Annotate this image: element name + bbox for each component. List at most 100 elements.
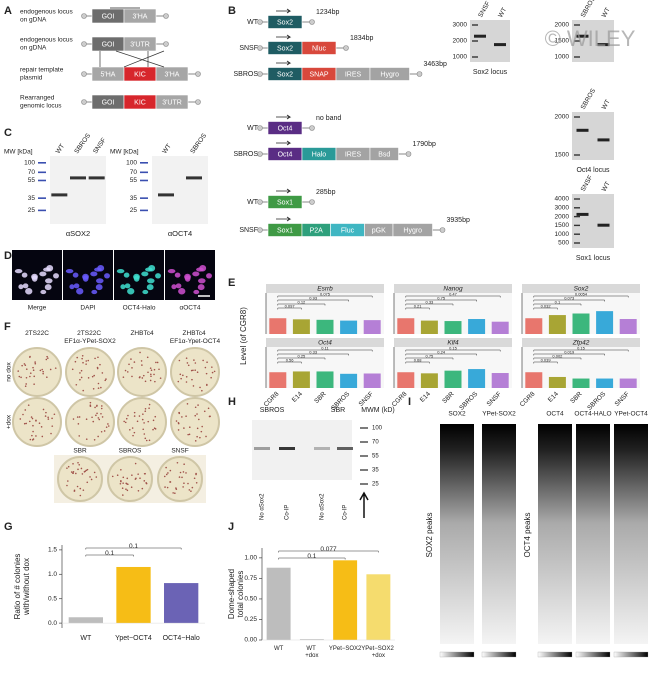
colony: [85, 469, 88, 472]
colony: [194, 440, 197, 442]
colony: [49, 368, 52, 371]
ladder-label: 35: [130, 195, 138, 202]
gel-caption: Sox1 locus: [576, 255, 611, 262]
colony: [210, 376, 212, 379]
colony: [44, 415, 47, 417]
construct-part: [392, 223, 433, 237]
column-header: 2TS22C EF1α-YPet-SOX2: [64, 330, 116, 345]
colony: [141, 487, 144, 490]
nucleus: [192, 271, 200, 277]
colony: [166, 486, 169, 489]
blot-band: [314, 447, 330, 450]
colony: [194, 406, 197, 409]
part-label: Sox2: [277, 71, 293, 78]
blot-band: [70, 176, 86, 180]
nucleus: [146, 284, 154, 291]
lane-label: WT: [601, 181, 612, 193]
colony: [79, 487, 82, 490]
bar: [525, 318, 543, 334]
colony: [122, 482, 124, 484]
colony: [196, 435, 198, 438]
ladder-band: [574, 116, 580, 118]
colony: [89, 401, 92, 404]
colony: [150, 375, 152, 378]
bar: [266, 567, 291, 640]
ladder-band: [360, 469, 368, 471]
p-value: 0.019: [564, 349, 575, 354]
genotype-label: WT: [247, 19, 259, 26]
colony: [86, 468, 89, 471]
lane-label: No αSox2: [260, 493, 266, 520]
colony: [78, 416, 81, 418]
colony: [123, 420, 125, 423]
panel-label: D: [4, 250, 12, 262]
nucleus: [133, 273, 140, 280]
part-label: Fluc: [341, 227, 355, 234]
bar: [596, 311, 614, 334]
colony: [183, 463, 185, 466]
blot-caption: αOCT4: [168, 229, 192, 238]
colony: [93, 471, 96, 474]
part-label: 3'HA: [165, 71, 180, 78]
x-tick-label: OCT4−Halo: [163, 635, 200, 642]
gel-band: [597, 43, 610, 47]
colony: [188, 489, 191, 491]
significance-bracket: [405, 349, 501, 352]
colony: [180, 377, 182, 380]
amplicon-size: 1834bp: [350, 35, 373, 42]
colony: [77, 461, 79, 464]
heatmap: [576, 424, 610, 644]
colony: [165, 466, 167, 469]
nucleus: [82, 273, 89, 280]
colony: [136, 420, 139, 423]
primer-arrow: [276, 60, 292, 66]
gel-band: [474, 34, 486, 38]
bar: [619, 378, 637, 388]
colony: [188, 426, 191, 429]
significance-bracket: [533, 353, 605, 356]
construct-part: [301, 41, 337, 55]
colony: [87, 377, 90, 379]
colony: [190, 369, 193, 372]
x-tick-label: YPet−SOX2 +dox: [361, 646, 395, 659]
colony: [32, 369, 35, 372]
locus-end: [81, 99, 87, 105]
colony: [75, 472, 77, 475]
bar: [444, 321, 462, 334]
colony: [27, 404, 30, 406]
gel-caption: Oct4 locus: [576, 167, 610, 174]
colony: [121, 487, 124, 490]
p-value: 0.33: [309, 349, 318, 354]
colony: [35, 419, 37, 422]
bar: [444, 370, 462, 388]
text-line: EF1α-Ypet-OCT4: [170, 338, 221, 345]
y-tick-label: 0.5: [48, 595, 57, 602]
colony: [124, 369, 127, 372]
colony: [79, 372, 81, 374]
colony: [72, 462, 74, 465]
colony: [193, 477, 196, 480]
ladder-label: 70: [28, 169, 36, 176]
colony: [107, 425, 110, 427]
amplicon-size: 1234bp: [316, 9, 339, 16]
colony: [51, 425, 54, 427]
facet-strip: [394, 338, 512, 347]
p-value: 0.47: [449, 291, 458, 296]
ladder-label: 3000: [453, 22, 468, 29]
colony: [148, 403, 151, 406]
colony: [72, 470, 75, 473]
significance-bracket: [278, 550, 379, 553]
colony: [66, 467, 68, 469]
colony: [196, 413, 198, 415]
colony: [31, 439, 34, 441]
blot-band: [186, 176, 202, 180]
ladder-band: [574, 24, 580, 26]
p-value: 0.073: [564, 295, 575, 300]
construct-part: [267, 15, 303, 29]
colony: [80, 467, 83, 470]
colony: [178, 476, 181, 478]
nucleus: [198, 278, 206, 284]
colony: [201, 425, 203, 428]
panel-label: B: [228, 5, 236, 17]
nucleus: [18, 284, 24, 290]
